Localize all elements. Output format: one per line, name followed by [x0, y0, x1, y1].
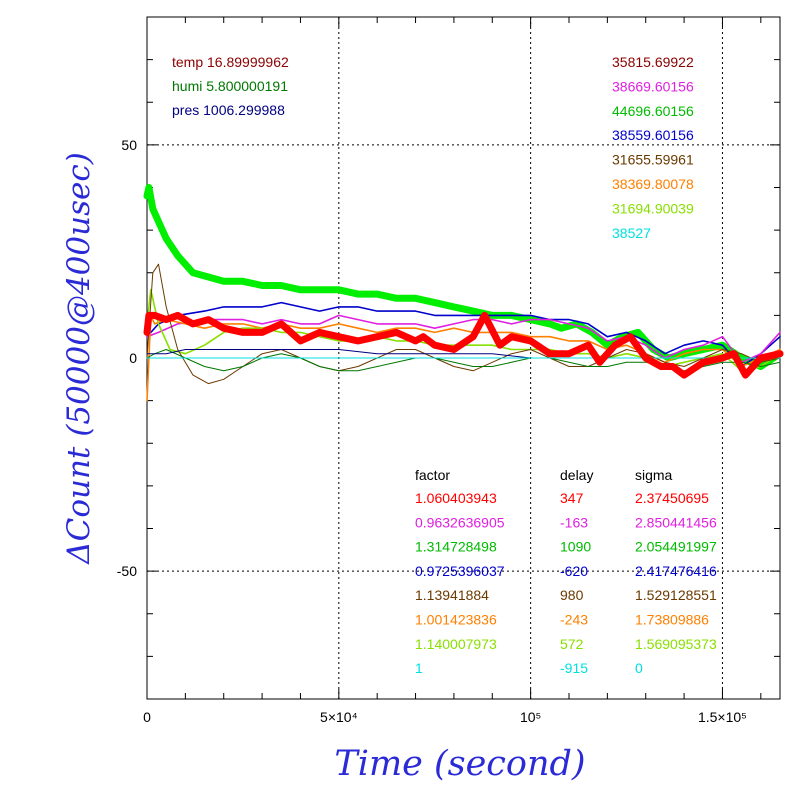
mean-count-label: 44696.60156	[612, 103, 694, 119]
env-label: pres 1006.299988	[172, 102, 285, 118]
table-header-sigma: sigma	[635, 467, 673, 483]
table-cell-delay: -620	[560, 563, 588, 579]
table-header-factor: factor	[415, 467, 450, 483]
table-cell-factor: 1.314728498	[415, 539, 497, 555]
labels: temp 16.89999962 humi 5.800000191 pres 100…	[172, 54, 717, 676]
table-cell-delay: 347	[560, 490, 584, 506]
table-cell-delay: -243	[560, 612, 588, 628]
series-line-9	[143, 311, 784, 379]
table-cell-sigma: 2.417476416	[635, 563, 717, 579]
table-cell-delay: -163	[560, 514, 588, 530]
x-tick-label: 10⁵	[520, 709, 541, 725]
mean-count-label: 31655.59961	[612, 152, 694, 168]
table-header-delay: delay	[560, 467, 593, 483]
table-cell-factor: 1.140007973	[415, 636, 497, 652]
table-cell-sigma: 2.850441456	[635, 514, 717, 530]
x-tick-label: 0	[143, 709, 151, 725]
table-cell-factor: 0.9725396037	[415, 563, 505, 579]
series-line-0	[143, 184, 784, 370]
mean-count-label: 35815.69922	[612, 54, 694, 70]
mean-count-label: 38559.60156	[612, 127, 694, 143]
table-cell-factor: 1	[415, 660, 423, 676]
series-line-1	[146, 301, 781, 368]
table-cell-delay: 1090	[560, 539, 591, 555]
y-tick-label: -50	[117, 563, 137, 579]
x-axis-title: Time (second)	[334, 744, 585, 784]
table-cell-delay: 980	[560, 587, 584, 603]
table-cell-sigma: 2.37450695	[635, 490, 709, 506]
table-cell-delay: -915	[560, 660, 588, 676]
env-label: temp 16.89999962	[172, 54, 289, 70]
mean-count-label: 38669.60156	[612, 78, 694, 94]
table-cell-sigma: 2.054491997	[635, 539, 717, 555]
ticks: 0 5×10⁴ 10⁵ 1.5×10⁵ 50 0 -50	[117, 16, 780, 725]
table-cell-delay: 572	[560, 636, 584, 652]
table-cell-sigma: 1.529128551	[635, 587, 717, 603]
series-group	[143, 184, 784, 402]
y-tick-label: 50	[121, 137, 137, 153]
y-axis-title: ΔCount (50000@400usec)	[61, 152, 97, 565]
table-cell-sigma: 1.73809886	[635, 612, 709, 628]
mean-count-label: 31694.90039	[612, 200, 694, 216]
mean-count-label: 38369.80078	[612, 176, 694, 192]
table-cell-factor: 1.060403943	[415, 490, 497, 506]
series-line-2	[146, 314, 781, 364]
mean-count-label: 38527	[612, 225, 651, 241]
env-label: humi 5.800000191	[172, 78, 288, 94]
y-tick-label: 0	[129, 350, 137, 366]
x-tick-label: 5×10⁴	[320, 709, 358, 725]
x-tick-label: 1.5×10⁵	[698, 709, 747, 725]
table-cell-factor: 0.9632636905	[415, 514, 505, 530]
table-cell-factor: 1.001423836	[415, 612, 497, 628]
table-cell-sigma: 1.569095373	[635, 636, 717, 652]
table-cell-factor: 1.13941884	[415, 587, 489, 603]
table-cell-sigma: 0	[635, 660, 643, 676]
